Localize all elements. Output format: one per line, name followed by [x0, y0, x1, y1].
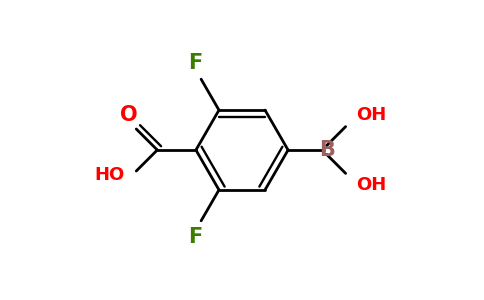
- Text: F: F: [188, 53, 202, 73]
- Text: O: O: [120, 104, 137, 124]
- Text: OH: OH: [356, 176, 386, 194]
- Text: F: F: [188, 227, 202, 247]
- Text: HO: HO: [94, 167, 124, 184]
- Text: OH: OH: [356, 106, 386, 124]
- Text: B: B: [319, 140, 334, 160]
